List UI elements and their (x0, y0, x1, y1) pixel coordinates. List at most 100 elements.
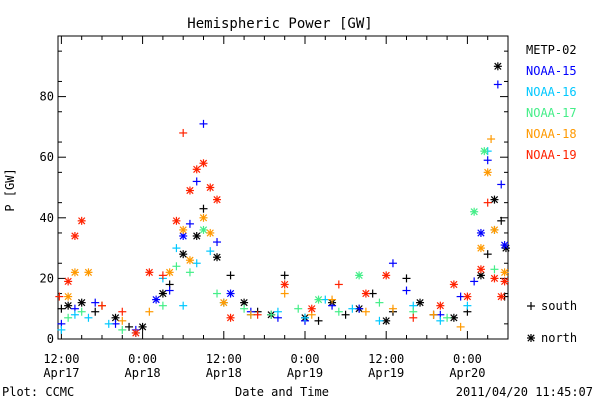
marker-legend-symbol-south (527, 302, 535, 310)
data-point-noaa-16 (463, 301, 472, 310)
data-point-noaa-15 (185, 219, 194, 228)
data-point-noaa-18 (179, 225, 188, 234)
data-point-noaa-19 (118, 307, 127, 316)
legend-item-noaa-15: NOAA-15 (526, 64, 577, 78)
data-point-noaa-15 (497, 180, 506, 189)
data-point-noaa-18 (487, 135, 496, 144)
data-point-noaa-16 (273, 307, 282, 316)
x-axis-label: Date and Time (235, 385, 329, 399)
data-point-noaa-15 (192, 177, 201, 186)
data-point-noaa-15 (213, 238, 222, 247)
data-point-metp-02 (226, 271, 235, 280)
data-point-noaa-18 (64, 292, 73, 301)
data-point-noaa-19 (490, 274, 499, 283)
data-point-metp-02 (199, 204, 208, 213)
data-point-metp-02 (77, 298, 86, 307)
plot-frame (57, 35, 509, 340)
data-point-noaa-19 (382, 271, 391, 280)
data-point-noaa-18 (84, 268, 93, 277)
data-point-noaa-19 (476, 265, 485, 274)
data-point-noaa-19 (70, 231, 79, 240)
plot-timestamp: 2011/04/20 11:45:07 (456, 385, 593, 399)
y-tick-label: 40 (40, 211, 54, 225)
data-point-noaa-18 (328, 295, 337, 304)
data-point-noaa-16 (57, 325, 66, 334)
data-point-noaa-17 (375, 298, 384, 307)
data-point-noaa-18 (388, 304, 397, 313)
data-point-noaa-17 (77, 307, 86, 316)
data-point-noaa-18 (476, 244, 485, 253)
y-tick-label: 0 (47, 332, 54, 346)
data-point-noaa-19 (55, 292, 64, 301)
x-tick-date: Apr19 (287, 366, 323, 380)
data-point-noaa-16 (206, 247, 215, 256)
data-point-noaa-15 (402, 286, 411, 295)
data-point-noaa-15 (179, 231, 188, 240)
data-point-metp-02 (158, 289, 167, 298)
data-point-noaa-19 (179, 128, 188, 137)
data-point-noaa-19 (409, 313, 418, 322)
data-point-noaa-19 (131, 328, 140, 337)
data-point-noaa-16 (348, 304, 357, 313)
data-point-noaa-17 (64, 313, 73, 322)
data-point-noaa-17 (294, 304, 303, 313)
data-point-noaa-19 (334, 280, 343, 289)
data-point-metp-02 (125, 322, 134, 331)
data-point-noaa-19 (497, 292, 506, 301)
data-point-noaa-15 (470, 277, 479, 286)
data-point-noaa-19 (449, 280, 458, 289)
data-point-noaa-18 (185, 256, 194, 265)
data-point-noaa-17 (118, 325, 127, 334)
legend: METP-02 NOAA-15 NOAA-16 NOAA-17 NOAA-18 NOAA-… (526, 43, 577, 162)
data-point-noaa-19 (436, 301, 445, 310)
x-tick-time: 12:00 (206, 352, 242, 366)
x-tick-date: Apr20 (449, 366, 485, 380)
data-point-noaa-15 (483, 156, 492, 165)
data-point-noaa-16 (436, 316, 445, 325)
data-point-noaa-17 (213, 289, 222, 298)
data-point-noaa-16 (104, 319, 113, 328)
data-point-noaa-16 (321, 295, 330, 304)
data-point-noaa-17 (185, 268, 194, 277)
data-point-metp-02 (179, 250, 188, 259)
data-point-noaa-17 (240, 304, 249, 313)
data-point-noaa-16 (84, 313, 93, 322)
data-point-noaa-16 (375, 316, 384, 325)
data-point-noaa-18 (145, 307, 154, 316)
legend-item-noaa-17: NOAA-17 (526, 106, 577, 120)
data-point-noaa-17 (158, 301, 167, 310)
data-point-noaa-15 (493, 80, 502, 89)
data-point-noaa-17 (480, 147, 489, 156)
data-point-noaa-18 (456, 322, 465, 331)
data-point-noaa-19 (97, 301, 106, 310)
data-point-noaa-17 (470, 207, 479, 216)
y-axis-label: P [GW] (3, 168, 17, 211)
data-point-noaa-18 (280, 289, 289, 298)
data-point-noaa-18 (118, 316, 127, 325)
data-point-metp-02 (368, 289, 377, 298)
data-point-noaa-19 (280, 280, 289, 289)
data-point-noaa-19 (64, 277, 73, 286)
y-tick-label: 80 (40, 90, 54, 104)
data-point-noaa-19 (172, 216, 181, 225)
data-point-noaa-19 (307, 304, 316, 313)
legend-item-noaa-16: NOAA-16 (526, 85, 577, 99)
data-point-noaa-15 (152, 295, 161, 304)
data-point-metp-02 (382, 316, 391, 325)
data-point-noaa-19 (463, 292, 472, 301)
data-point-noaa-17 (443, 313, 452, 322)
data-point-noaa-18 (361, 307, 370, 316)
x-tick-time: 0:00 (453, 352, 482, 366)
data-point-noaa-18 (246, 310, 255, 319)
data-point-noaa-18 (219, 298, 228, 307)
x-tick-time: 12:00 (43, 352, 79, 366)
data-point-metp-02 (213, 253, 222, 262)
data-point-noaa-19 (361, 289, 370, 298)
data-point-noaa-15 (199, 119, 208, 128)
data-point-noaa-17 (490, 265, 499, 274)
data-point-metp-02 (138, 322, 147, 331)
data-point-noaa-19 (213, 195, 222, 204)
data-point-noaa-18 (165, 268, 174, 277)
data-point-noaa-19 (226, 313, 235, 322)
